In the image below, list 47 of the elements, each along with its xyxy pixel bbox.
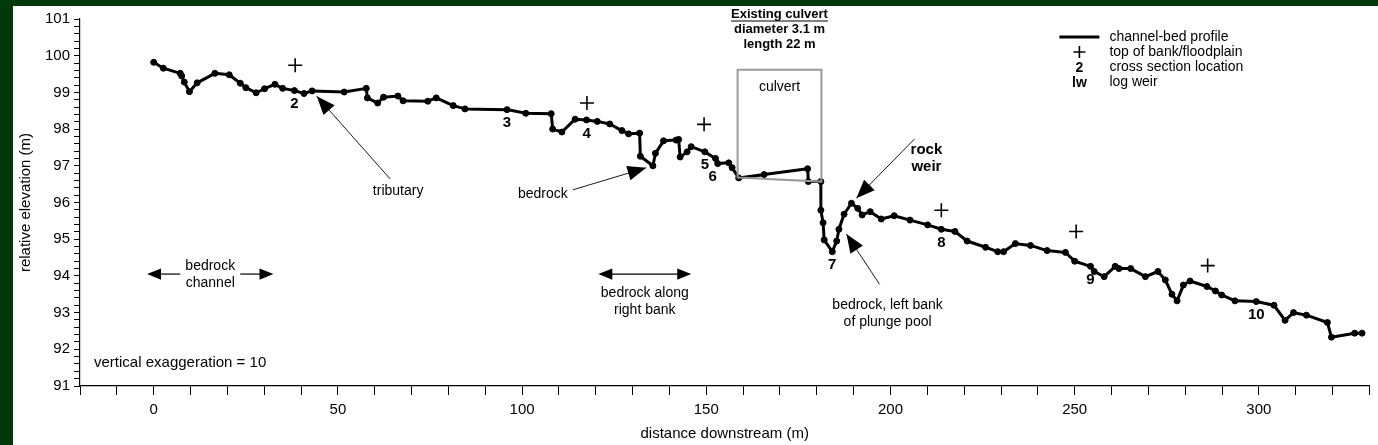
annotation: bedrock xyxy=(517,184,569,201)
y-tick-label: 95 xyxy=(53,229,71,247)
annotation: bedrock, left bank of plunge pool xyxy=(832,295,944,329)
point xyxy=(933,202,950,219)
y-tick-label: 101 xyxy=(45,9,71,27)
point xyxy=(1199,257,1216,274)
x-tick-label: 100 xyxy=(509,400,535,418)
y-tick-label: 100 xyxy=(45,45,71,63)
annotation: 8 xyxy=(937,232,946,250)
x-tick-label: 150 xyxy=(693,400,719,418)
legend-label: channel-bed profile xyxy=(1109,27,1229,44)
annotation: 7 xyxy=(828,255,837,273)
x-tick-label: 250 xyxy=(1062,400,1088,418)
y-axis-title: relative elevation (m) xyxy=(16,132,34,273)
point xyxy=(696,116,712,133)
annotation: tributary xyxy=(372,181,424,198)
y-tick-label: 97 xyxy=(53,155,71,173)
annotation: bedrock channel xyxy=(185,256,237,290)
y-tick-label: 99 xyxy=(53,82,71,100)
y-tick-label: 93 xyxy=(53,302,71,320)
annotation: bedrock along right bank xyxy=(600,283,689,317)
text: 2 cross section location xyxy=(1075,57,1244,75)
annotation: culvert xyxy=(758,77,801,94)
x-tick-label: 300 xyxy=(1246,400,1272,418)
x-tick-label: 200 xyxy=(877,400,904,418)
y-tick-label: 91 xyxy=(53,376,71,394)
point xyxy=(287,57,303,74)
annotation: rock weir xyxy=(910,139,943,174)
annotation: 9 xyxy=(1086,270,1095,287)
point xyxy=(1068,223,1084,240)
text: lw log weir xyxy=(1072,72,1158,90)
annotation: vertical exaggeration = 10 xyxy=(94,353,267,371)
annotation: 6 xyxy=(708,166,717,184)
x-axis-title: distance downstream (m) xyxy=(640,424,809,442)
annotation: 5 xyxy=(700,155,709,173)
x-tick-label: 50 xyxy=(329,400,347,418)
annotation: 2 xyxy=(290,94,299,112)
y-tick-label: 96 xyxy=(53,192,71,210)
y-tick-label: 92 xyxy=(53,339,71,357)
y-tick-label: 94 xyxy=(53,266,71,284)
x-tick-label: 0 xyxy=(149,400,158,418)
y-tick-label: 98 xyxy=(53,119,71,137)
annotation: 3 xyxy=(502,113,512,131)
annotation: 4 xyxy=(582,123,592,141)
point xyxy=(579,95,595,111)
annotation: Existing culvert diameter 3.1 m length 22 m xyxy=(731,5,829,51)
annotation: 10 xyxy=(1247,305,1265,323)
